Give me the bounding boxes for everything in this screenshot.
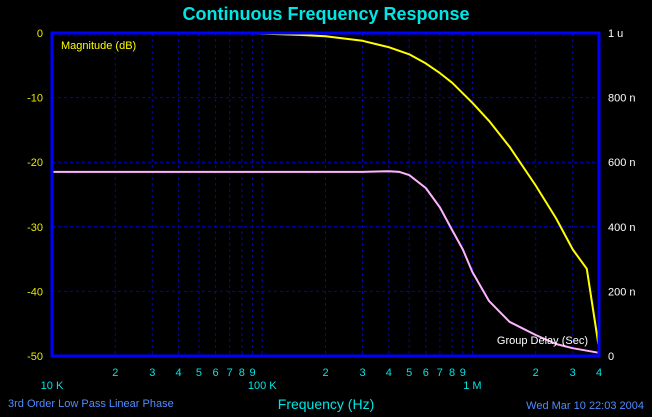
x-tick-label: 8 bbox=[239, 367, 245, 379]
y-left-tick-label: -50 bbox=[27, 351, 43, 363]
x-tick-label: 9 bbox=[460, 367, 466, 379]
x-axis-label: Frequency (Hz) bbox=[278, 396, 374, 412]
group-delay-series-label: Group Delay (Sec) bbox=[497, 335, 588, 347]
x-tick-label: 5 bbox=[406, 367, 412, 379]
x-tick-label: 2 bbox=[533, 367, 539, 379]
x-tick-label: 4 bbox=[176, 367, 182, 379]
y-left-tick-label: 0 bbox=[37, 28, 43, 40]
chart-title: Continuous Frequency Response bbox=[182, 4, 469, 24]
y-left-tick-label: -20 bbox=[27, 157, 43, 169]
footer-description: 3rd Order Low Pass Linear Phase bbox=[8, 398, 174, 410]
magnitude-series-label: Magnitude (dB) bbox=[61, 40, 136, 52]
x-tick-label: 6 bbox=[423, 367, 429, 379]
x-tick-label: 8 bbox=[449, 367, 455, 379]
x-tick-label: 2 bbox=[322, 367, 328, 379]
magnitude-line bbox=[52, 32, 600, 349]
x-tick-label: 5 bbox=[196, 367, 202, 379]
x-tick-label: 3 bbox=[570, 367, 576, 379]
x-major-tick-label: 1 M bbox=[463, 380, 481, 392]
x-tick-label: 6 bbox=[213, 367, 219, 379]
y-right-tick-label: 0 bbox=[608, 351, 614, 363]
y-left-tick-label: -40 bbox=[27, 286, 43, 298]
y-right-tick-label: 400 n bbox=[608, 222, 636, 234]
x-tick-label: 4 bbox=[386, 367, 392, 379]
x-tick-label: 7 bbox=[227, 367, 233, 379]
curves bbox=[52, 32, 600, 354]
x-tick-label: 9 bbox=[250, 367, 256, 379]
group-delay-line bbox=[52, 170, 600, 354]
y-right-tick-label: 200 n bbox=[608, 286, 636, 298]
x-tick-label: 4 bbox=[596, 367, 602, 379]
y-right-tick-label: 1 u bbox=[608, 28, 623, 40]
x-tick-label: 7 bbox=[437, 367, 443, 379]
x-tick-label: 3 bbox=[359, 367, 365, 379]
x-major-tick-label: 10 K bbox=[41, 380, 64, 392]
x-tick-label: 3 bbox=[149, 367, 155, 379]
footer-timestamp: Wed Mar 10 22:03 2004 bbox=[526, 400, 644, 412]
y-right-tick-label: 800 n bbox=[608, 93, 636, 105]
y-left-tick-label: -10 bbox=[27, 93, 43, 105]
y-left-tick-label: -30 bbox=[27, 222, 43, 234]
x-major-tick-label: 100 K bbox=[248, 380, 277, 392]
x-tick-label: 2 bbox=[112, 367, 118, 379]
y-right-tick-label: 600 n bbox=[608, 157, 636, 169]
plot-frame bbox=[50, 31, 601, 358]
grid bbox=[52, 33, 599, 356]
